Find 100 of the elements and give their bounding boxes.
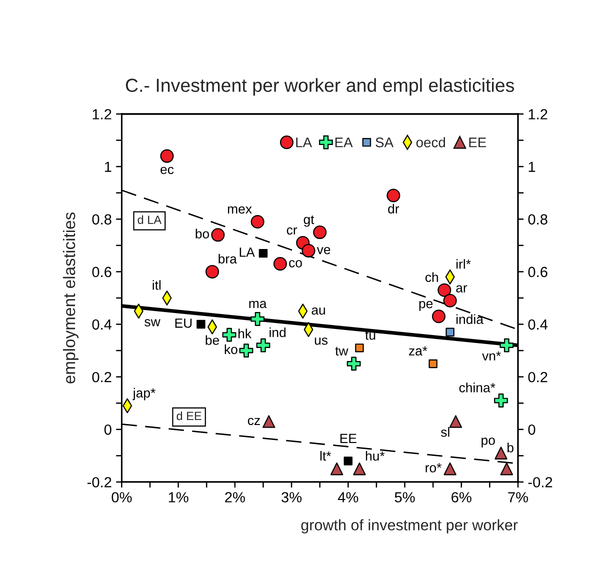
data-label: gt xyxy=(304,215,314,227)
y-tick-label: 0 xyxy=(104,424,112,435)
x-tick-label: 6% xyxy=(452,492,472,502)
data-label: cz xyxy=(248,418,260,426)
point xyxy=(211,228,225,242)
point xyxy=(250,312,265,326)
point xyxy=(444,462,456,476)
data-label: lt* xyxy=(320,450,332,461)
y-tick-label: 0.4 xyxy=(92,319,112,330)
data-label: hk xyxy=(238,328,252,338)
point xyxy=(273,257,287,271)
data-label: EU xyxy=(175,318,192,328)
data-label: itl xyxy=(152,280,161,290)
point xyxy=(446,328,454,337)
y-tick-label: -0.2 xyxy=(87,477,112,488)
data-label: bra xyxy=(218,254,237,264)
point xyxy=(239,344,254,358)
point xyxy=(302,244,316,258)
data-label: us xyxy=(314,338,328,345)
x-axis-title: growth of investment per worker xyxy=(301,519,518,534)
y2-tick-label: 1 xyxy=(528,162,536,172)
x-tick-label: 5% xyxy=(394,492,415,502)
data-label: ko xyxy=(224,344,238,354)
y-tick-label: 1 xyxy=(104,162,112,172)
legend-label: oecd xyxy=(416,137,446,148)
point xyxy=(500,462,514,476)
point xyxy=(494,394,508,408)
y-axis-title: employment elasticities xyxy=(62,212,78,384)
data-label: china* xyxy=(459,382,496,392)
legend-label: SA xyxy=(376,137,394,148)
point xyxy=(262,415,276,428)
data-label: irl* xyxy=(456,259,471,269)
data-label: sl xyxy=(440,427,450,437)
x-tick-label: 0% xyxy=(112,492,132,502)
data-label: ar xyxy=(456,285,468,292)
data-label: b xyxy=(508,442,514,452)
series-label: d EE xyxy=(176,411,202,420)
data-label: co xyxy=(289,260,302,268)
x-tick-label: 1% xyxy=(168,492,188,502)
data-label: sw xyxy=(144,319,160,326)
y2-tick-label: 0.8 xyxy=(528,214,548,225)
point xyxy=(313,226,327,240)
data-label: po xyxy=(482,438,495,448)
point xyxy=(386,188,400,202)
y2-tick-label: 0.2 xyxy=(528,372,548,382)
point xyxy=(250,215,264,229)
data-label: vn* xyxy=(482,351,501,360)
data-label: pe xyxy=(419,301,433,311)
data-label: jap* xyxy=(132,388,156,400)
legend-label: EE xyxy=(469,138,486,148)
point xyxy=(344,456,352,466)
point xyxy=(330,462,344,476)
point xyxy=(432,310,446,324)
data-label: EE xyxy=(340,434,356,443)
x-tick-label: 4% xyxy=(338,492,358,502)
point xyxy=(494,446,508,460)
data-label: cr xyxy=(286,227,298,235)
data-label: au xyxy=(312,307,325,315)
data-label: za* xyxy=(408,346,428,356)
legend-label: EA xyxy=(335,138,353,148)
data-label: mex xyxy=(228,206,252,214)
point xyxy=(258,248,268,258)
y-tick-label: 0.2 xyxy=(92,372,112,382)
data-label: tw xyxy=(335,346,348,356)
data-label: ro* xyxy=(426,463,442,472)
data-label: tu xyxy=(365,331,376,340)
point xyxy=(346,356,361,371)
point xyxy=(222,328,236,342)
point xyxy=(160,149,174,163)
y2-tick-label: 1.2 xyxy=(528,109,548,120)
point xyxy=(256,338,270,352)
point xyxy=(196,320,206,329)
series-label: d LA xyxy=(138,215,162,224)
y-tick-label: 1.2 xyxy=(92,109,112,120)
y2-tick-label: 0.4 xyxy=(528,319,548,330)
y-tick-label: 0.6 xyxy=(92,266,112,278)
point xyxy=(449,415,462,428)
data-label: bo xyxy=(196,228,210,238)
legend-label: LA xyxy=(296,138,312,148)
data-label: ec xyxy=(160,166,174,174)
x-tick-label: 2% xyxy=(225,492,245,502)
point xyxy=(428,359,438,368)
point xyxy=(438,283,452,297)
data-label: india xyxy=(456,314,484,324)
data-label: hu* xyxy=(366,450,385,461)
chart-title: C.- Investment per worker and empl elasticities xyxy=(126,78,514,96)
data-label: LA xyxy=(240,248,255,257)
data-label: ma xyxy=(249,300,267,308)
data-label: ch xyxy=(425,272,438,282)
data-label: dr xyxy=(388,204,400,214)
y2-tick-label: -0.2 xyxy=(528,477,552,488)
data-label: ve xyxy=(316,246,330,254)
y2-tick-label: 0.6 xyxy=(528,266,548,278)
point xyxy=(500,338,514,352)
y-tick-label: 0.8 xyxy=(92,214,112,225)
point xyxy=(353,462,366,476)
x-tick-label: 7% xyxy=(508,492,528,502)
y2-tick-label: 0 xyxy=(528,424,536,435)
point xyxy=(355,344,364,352)
data-label: be xyxy=(206,335,220,345)
